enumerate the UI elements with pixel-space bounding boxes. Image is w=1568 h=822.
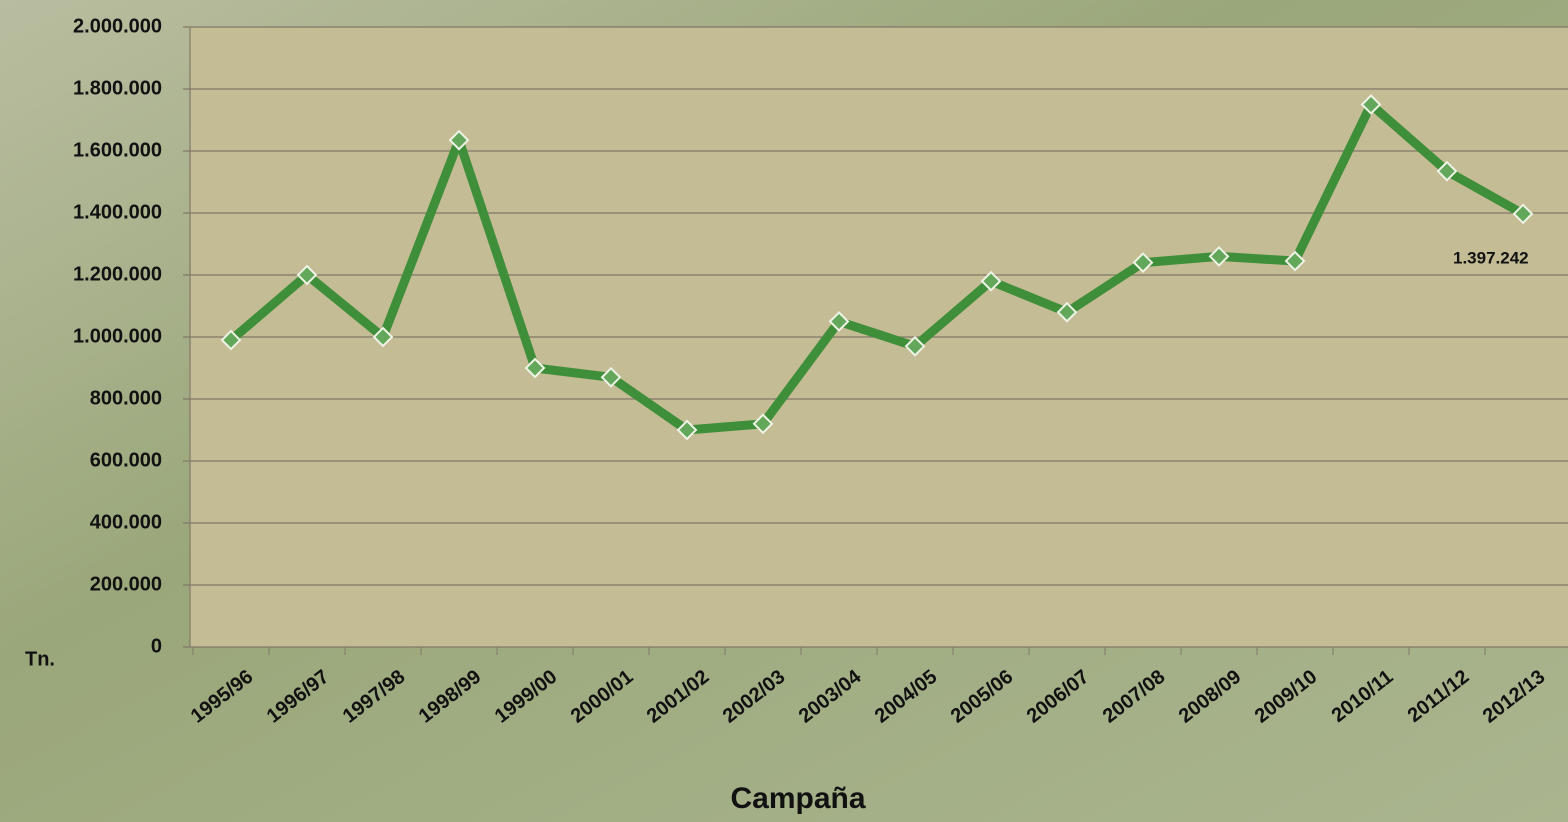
point-marker [296,264,318,286]
point-marker [1512,203,1534,225]
y-tick-label: 200.000 [90,573,162,595]
y-tick-label: 1.000.000 [73,325,162,347]
point-marker [372,326,394,348]
point-marker [1056,301,1078,323]
point-marker [828,311,850,332]
y-tick-label: 600.000 [90,449,162,471]
y-tick-label: 400.000 [90,511,162,533]
point-marker [448,129,470,151]
point-marker [1360,94,1382,115]
point-marker [524,357,546,379]
y-tick-label: 800.000 [90,387,162,409]
point-marker [1132,252,1154,274]
y-tick-label: 2.000.000 [73,15,162,37]
y-tick-label: 1.600.000 [73,139,162,161]
point-marker [600,366,622,388]
point-marker [676,419,698,441]
x-axis-label: Campaña [730,782,865,815]
series-line [228,100,1526,435]
y-tick-label: 1.200.000 [73,263,162,285]
y-axis-label: Tn. [25,648,55,670]
point-marker [752,413,774,435]
value-label: 1.397.242 [1453,248,1529,267]
y-tick-label: 0 [151,635,162,657]
point-marker [1436,160,1458,182]
y-tick-label: 1.800.000 [73,77,162,99]
y-tick-label: 1.400.000 [73,201,162,223]
point-marker [1208,245,1230,267]
point-marker [1284,250,1306,272]
point-marker [220,329,242,351]
point-marker [980,270,1002,292]
point-marker [904,335,926,357]
